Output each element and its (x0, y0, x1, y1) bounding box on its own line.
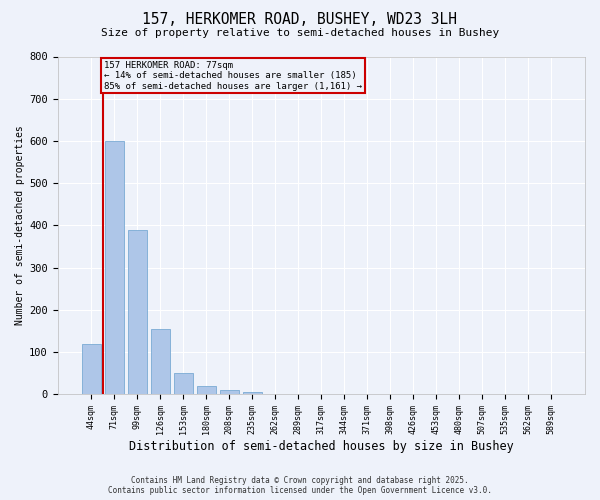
Bar (104, 141, 124, 394)
Bar (128, 230, 147, 394)
Text: Size of property relative to semi-detached houses in Bushey: Size of property relative to semi-detach… (101, 28, 499, 38)
Y-axis label: Number of semi-detached properties: Number of semi-detached properties (15, 126, 25, 325)
Text: Contains HM Land Registry data © Crown copyright and database right 2025.
Contai: Contains HM Land Registry data © Crown c… (108, 476, 492, 495)
Bar (173, 373, 193, 394)
Bar (151, 329, 170, 394)
Text: 157, HERKOMER ROAD, BUSHEY, WD23 3LH: 157, HERKOMER ROAD, BUSHEY, WD23 3LH (143, 12, 458, 28)
Bar (220, 390, 239, 394)
Bar (197, 386, 216, 394)
Bar (242, 392, 262, 394)
Bar (82, 344, 101, 394)
Text: 157 HERKOMER ROAD: 77sqm
← 14% of semi-detached houses are smaller (185)
85% of : 157 HERKOMER ROAD: 77sqm ← 14% of semi-d… (104, 60, 362, 90)
X-axis label: Distribution of semi-detached houses by size in Bushey: Distribution of semi-detached houses by … (129, 440, 514, 452)
